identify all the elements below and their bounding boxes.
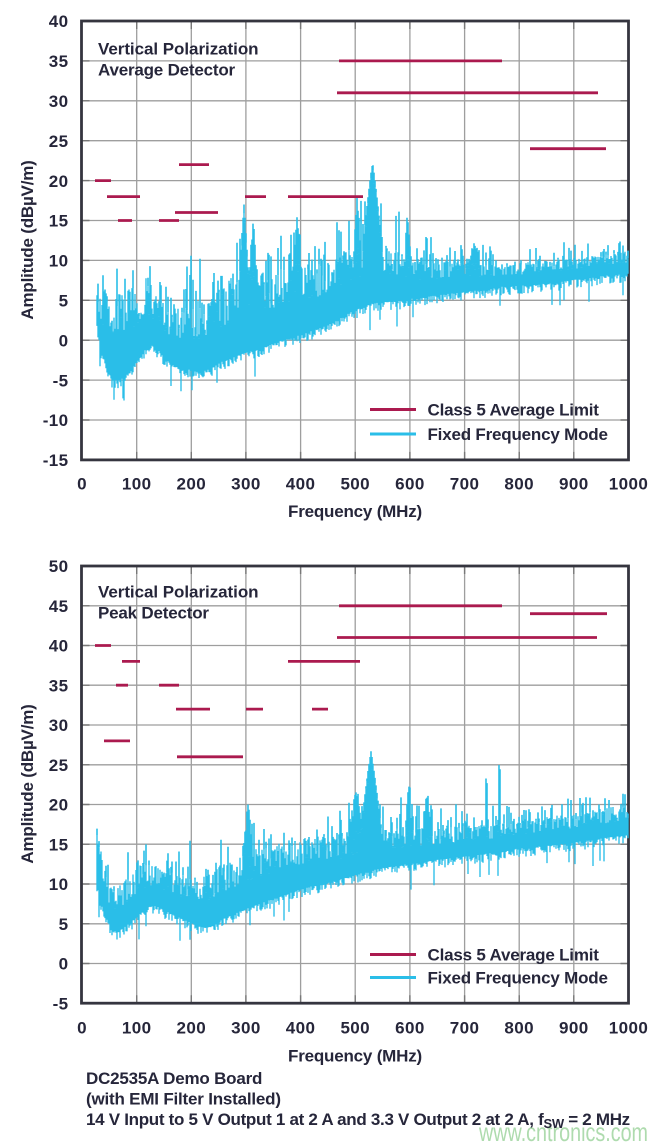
svg-text:0: 0 <box>77 1019 87 1038</box>
svg-text:1000: 1000 <box>609 1019 648 1038</box>
svg-text:0: 0 <box>59 955 69 974</box>
svg-text:600: 600 <box>395 1019 425 1038</box>
svg-text:35: 35 <box>49 52 69 71</box>
svg-text:200: 200 <box>177 1019 207 1038</box>
svg-text:Vertical Polarization: Vertical Polarization <box>98 583 259 602</box>
svg-text:14 V Input to 5 V Output 1 at: 14 V Input to 5 V Output 1 at 2 A and 3.… <box>86 1110 630 1131</box>
svg-text:(with EMI Filter Installed): (with EMI Filter Installed) <box>86 1090 281 1109</box>
svg-text:15: 15 <box>49 835 69 854</box>
svg-text:900: 900 <box>559 1019 589 1038</box>
svg-text:30: 30 <box>49 716 69 735</box>
svg-text:300: 300 <box>231 1019 261 1038</box>
svg-text:1000: 1000 <box>609 475 648 494</box>
svg-text:10: 10 <box>49 875 69 894</box>
svg-text:50: 50 <box>49 557 69 576</box>
svg-text:500: 500 <box>340 475 370 494</box>
svg-text:Class 5 Average Limit: Class 5 Average Limit <box>428 946 600 965</box>
svg-text:400: 400 <box>286 1019 316 1038</box>
svg-text:Fixed Frequency Mode: Fixed Frequency Mode <box>428 425 608 444</box>
svg-text:45: 45 <box>49 597 69 616</box>
svg-text:500: 500 <box>340 1019 370 1038</box>
svg-text:800: 800 <box>504 1019 534 1038</box>
svg-text:40: 40 <box>49 637 69 656</box>
svg-text:Average Detector: Average Detector <box>98 61 236 80</box>
svg-text:Amplitude (dBµV/m): Amplitude (dBµV/m) <box>18 704 37 863</box>
svg-text:Fixed Frequency Mode: Fixed Frequency Mode <box>428 969 608 988</box>
svg-text:100: 100 <box>122 475 152 494</box>
svg-text:35: 35 <box>49 676 69 695</box>
svg-text:-15: -15 <box>43 451 69 470</box>
svg-text:25: 25 <box>49 132 69 151</box>
svg-text:800: 800 <box>504 475 534 494</box>
svg-text:Vertical Polarization: Vertical Polarization <box>98 40 259 59</box>
svg-text:-5: -5 <box>53 371 69 390</box>
svg-text:200: 200 <box>177 475 207 494</box>
svg-text:600: 600 <box>395 475 425 494</box>
svg-text:-10: -10 <box>43 411 69 430</box>
svg-text:30: 30 <box>49 92 69 111</box>
svg-text:40: 40 <box>49 12 69 31</box>
svg-text:-5: -5 <box>53 994 69 1013</box>
svg-text:Frequency (MHz): Frequency (MHz) <box>288 1047 422 1066</box>
svg-text:700: 700 <box>450 1019 480 1038</box>
svg-text:0: 0 <box>59 331 69 350</box>
svg-text:Amplitude (dBµV/m): Amplitude (dBµV/m) <box>18 160 37 319</box>
svg-text:Frequency (MHz): Frequency (MHz) <box>288 502 422 521</box>
svg-text:15: 15 <box>49 212 69 231</box>
svg-text:100: 100 <box>122 1019 152 1038</box>
svg-text:www.cntronics.com: www.cntronics.com <box>478 1117 648 1143</box>
svg-text:900: 900 <box>559 475 589 494</box>
svg-text:400: 400 <box>286 475 316 494</box>
svg-text:10: 10 <box>49 252 69 271</box>
svg-text:5: 5 <box>59 915 69 934</box>
svg-text:5: 5 <box>59 292 69 311</box>
svg-text:700: 700 <box>450 475 480 494</box>
svg-text:25: 25 <box>49 756 69 775</box>
svg-text:0: 0 <box>77 475 87 494</box>
svg-text:300: 300 <box>231 475 261 494</box>
svg-text:20: 20 <box>49 172 69 191</box>
svg-text:Class 5 Average Limit: Class 5 Average Limit <box>428 401 600 420</box>
svg-text:Peak Detector: Peak Detector <box>98 604 209 623</box>
svg-text:DC2535A Demo Board: DC2535A Demo Board <box>86 1069 262 1088</box>
svg-text:20: 20 <box>49 796 69 815</box>
